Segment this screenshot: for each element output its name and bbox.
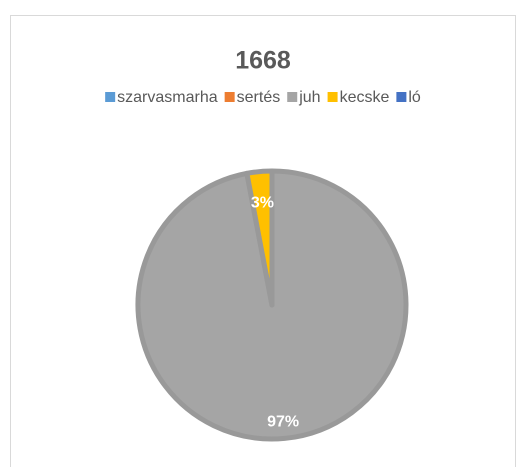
legend-swatch: [105, 92, 116, 102]
chart-title: 1668: [235, 47, 291, 75]
legend-label: kecske: [340, 89, 390, 106]
legend-label: juh: [298, 89, 320, 106]
pie-slice: [244, 168, 275, 308]
legend-swatch: [396, 92, 407, 102]
legend-label: szarvasmarha: [117, 89, 218, 106]
legend-label: sertés: [237, 89, 281, 106]
legend-swatch: [224, 92, 235, 102]
data-label: 3%: [251, 195, 274, 212]
legend-swatch: [327, 92, 338, 102]
legend-label: ló: [408, 89, 421, 106]
data-label: 97%: [267, 414, 299, 431]
legend-swatch: [287, 92, 298, 102]
